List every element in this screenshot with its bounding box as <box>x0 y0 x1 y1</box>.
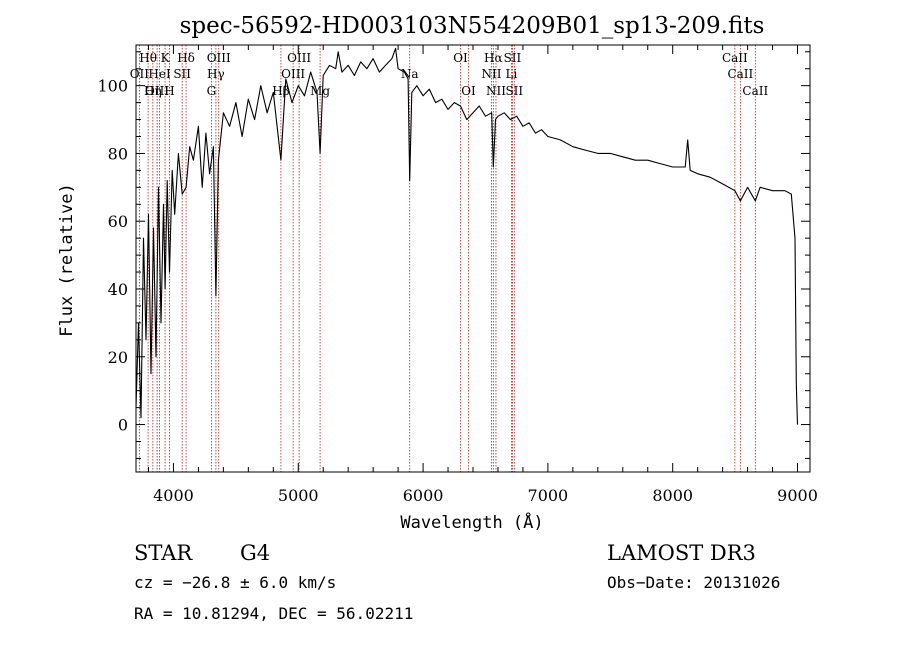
spectral-line-label: OI <box>461 84 476 98</box>
spectral-line-label: OIII <box>287 51 311 65</box>
y-tick-label: 80 <box>108 144 128 163</box>
spectral-line-label: Hγ <box>207 67 225 81</box>
y-axis-label: Flux (relative) <box>57 183 77 337</box>
x-tick-label: 6000 <box>403 486 444 505</box>
spectral-line-label: Hη <box>144 84 162 98</box>
spectral-line-label: Hα <box>484 51 503 65</box>
x-tick-label: 4000 <box>153 486 194 505</box>
y-tick-label: 40 <box>108 280 128 299</box>
y-tick-label: 20 <box>108 348 128 367</box>
x-axis: 4000 5000 6000 7000 8000 9000 <box>147 45 818 505</box>
y-tick-label: 60 <box>108 212 128 231</box>
object-class: STAR <box>134 541 193 565</box>
chart-title: spec-56592-HD003103N554209B01_sp13-209.f… <box>180 13 765 39</box>
survey-name: LAMOST DR3 <box>607 541 756 565</box>
y-tick-label: 100 <box>97 77 128 96</box>
spectral-line-label: OIII <box>281 67 305 81</box>
spectral-line-label: CaII <box>727 67 753 81</box>
y-tick-label: 0 <box>118 416 128 435</box>
spectral-line-label: OIII <box>145 84 169 98</box>
spectral-line-label: OI <box>453 51 468 65</box>
spectral-line-label: Hθ <box>139 51 157 65</box>
spectral-line-label: H <box>164 84 174 98</box>
spectral-line-label: NII <box>481 67 501 81</box>
x-axis-label: Wavelength (Å) <box>400 511 543 533</box>
spectral-line-label: K <box>161 51 171 65</box>
spectral-line-label: Mg <box>310 84 330 98</box>
x-tick-label: 8000 <box>652 486 693 505</box>
spectral-line-label: Hδ <box>177 51 195 65</box>
spectral-line-label: Hβ <box>272 84 289 98</box>
sky-coordinates: RA = 10.81294, DEC = 56.02211 <box>134 604 413 623</box>
spectral-line-label: HeI <box>148 67 171 81</box>
spectral-line-label: Na <box>401 67 419 81</box>
spectral-line-label: SII <box>505 84 523 98</box>
flux-series-line <box>135 47 799 425</box>
redshift-velocity: cz = −26.8 ± 6.0 km/s <box>134 573 336 592</box>
spectral-line-label: CaII <box>722 51 748 65</box>
x-tick-label: 5000 <box>278 486 319 505</box>
y-axis: 0 20 40 60 80 100 <box>97 51 810 459</box>
spectral-line-label: SII <box>173 67 191 81</box>
x-tick-label: 9000 <box>777 486 818 505</box>
spectral-line-label: CaII <box>742 84 768 98</box>
object-subclass: G4 <box>240 541 270 565</box>
spectral-line-label: SII <box>504 51 522 65</box>
spectral-line-label: OIII <box>207 51 231 65</box>
spectrum-series <box>135 47 799 425</box>
spectral-line-label: G <box>207 84 217 98</box>
observation-date: Obs−Date: 20131026 <box>607 573 780 592</box>
x-tick-label: 7000 <box>528 486 569 505</box>
spectral-line-label: NII <box>486 84 506 98</box>
spectral-line-label: OII <box>130 67 150 81</box>
spectral-line-label: Li <box>506 67 518 81</box>
